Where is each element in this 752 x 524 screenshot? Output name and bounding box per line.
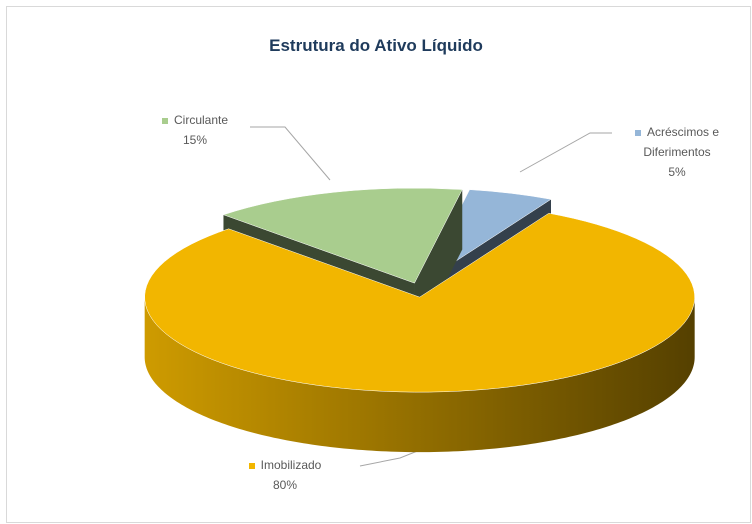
pie-slice [144, 212, 695, 453]
category-label: Imobilizado [260, 458, 322, 472]
data-label: Circulante 15% [130, 110, 260, 150]
data-label: Acréscimos e Diferimentos 5% [612, 122, 742, 182]
value-label: 80% [272, 478, 298, 492]
category-label: Circulante [173, 113, 229, 127]
legend-swatch [161, 117, 168, 124]
leader-line [250, 126, 331, 181]
legend-swatch [248, 462, 255, 469]
data-label: Imobilizado 80% [215, 455, 355, 495]
slice-side [144, 297, 695, 453]
leader-line [519, 132, 612, 173]
value-label: 5% [668, 165, 686, 179]
legend-swatch [634, 129, 641, 136]
value-label: 15% [182, 133, 208, 147]
chart-title: Estrutura do Ativo Líquido [269, 36, 483, 55]
category-label: Acréscimos e Diferimentos [643, 125, 720, 159]
slice-top [222, 187, 463, 284]
slice-top [144, 212, 695, 393]
